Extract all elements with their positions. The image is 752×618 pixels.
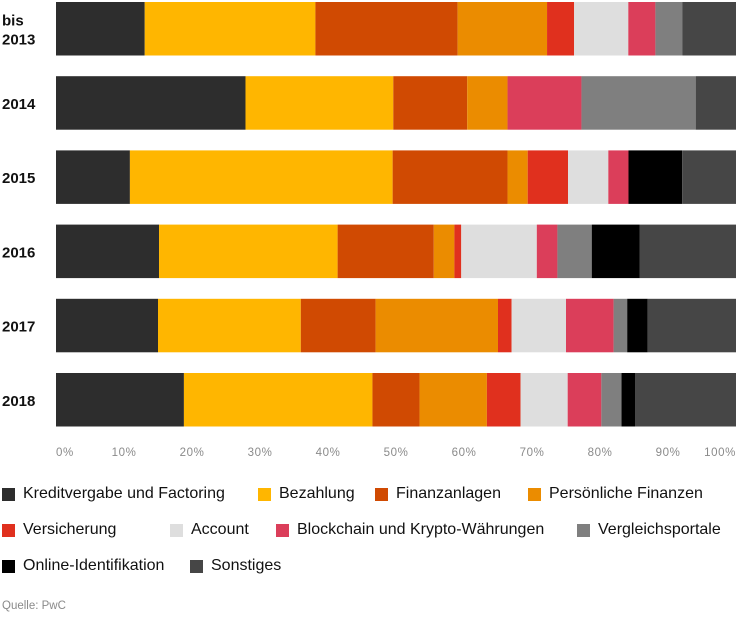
bar-segment <box>507 150 528 204</box>
bar-segment <box>375 298 498 353</box>
bar-segment <box>639 224 736 279</box>
bar-segment <box>144 2 316 56</box>
x-tick-label: 0% <box>56 447 74 459</box>
bar-segment <box>419 373 487 427</box>
bars-group <box>56 2 736 427</box>
bar-segment <box>300 298 376 353</box>
bar-segment <box>461 224 537 279</box>
bar-segment <box>56 224 160 279</box>
bar-segment <box>635 373 736 427</box>
category-labels: bis 2013 2014 2015 2016 2017 2018 <box>2 12 36 410</box>
bar-segment <box>601 373 622 427</box>
category-label: bis 2013 <box>2 12 35 48</box>
bar-segment <box>457 2 548 56</box>
bar-segment <box>183 373 373 427</box>
bar-segment <box>486 373 521 427</box>
bar-segment <box>56 373 184 427</box>
bar-segment <box>159 224 338 279</box>
bar-segment <box>393 76 468 130</box>
bar-segment <box>129 150 393 204</box>
bar-segment <box>498 298 512 353</box>
x-tick-label: 50% <box>384 447 409 459</box>
x-axis-ticks: 0% 10% 20% 30% 40% 50% 60% 70% 80% 90% 100% <box>56 447 736 459</box>
bar-segment <box>245 76 394 130</box>
bar-segment <box>628 150 683 204</box>
bar-segment <box>56 298 158 353</box>
bar-segment <box>682 2 736 56</box>
bar-segment <box>627 298 648 353</box>
bar-segment <box>655 2 683 56</box>
bar-segment <box>56 2 145 56</box>
bar-segment <box>454 224 462 279</box>
x-tick-label: 60% <box>452 447 477 459</box>
bar-segment <box>547 2 575 56</box>
category-label: 2016 <box>2 244 35 261</box>
bar-segment <box>507 76 582 130</box>
bar-segment <box>372 373 420 427</box>
bar-segment <box>511 298 566 353</box>
bar-segment <box>315 2 458 56</box>
bar-segment <box>566 298 614 353</box>
category-label: 2014 <box>2 96 36 113</box>
bar-segment <box>433 224 455 279</box>
bar-segment <box>695 76 736 130</box>
bar-segment <box>647 298 736 353</box>
source-note: Quelle: PwC <box>2 600 66 612</box>
x-tick-label: 20% <box>180 447 205 459</box>
bar-segment <box>591 224 640 279</box>
bar-segment <box>467 76 508 130</box>
bar-segment <box>568 150 609 204</box>
bar-segment <box>567 373 602 427</box>
bar-segment <box>527 150 569 204</box>
bar-segment <box>56 150 130 204</box>
x-tick-label: 70% <box>520 447 545 459</box>
bar-segment <box>56 76 246 130</box>
bar-segment <box>682 150 736 204</box>
category-label: 2015 <box>2 170 35 187</box>
x-tick-label: 10% <box>112 447 137 459</box>
bar-segment <box>608 150 629 204</box>
category-label: 2017 <box>2 319 35 336</box>
bar-segment <box>613 298 628 353</box>
bar-segment <box>337 224 434 279</box>
x-tick-label: 30% <box>248 447 273 459</box>
bar-segment <box>520 373 568 427</box>
bar-segment <box>557 224 592 279</box>
x-tick-label: 100% <box>704 447 736 459</box>
x-tick-label: 90% <box>656 447 681 459</box>
category-label: 2018 <box>2 393 35 410</box>
bar-segment <box>574 2 629 56</box>
bar-segment <box>158 298 301 353</box>
bar-segment <box>536 224 558 279</box>
x-tick-label: 80% <box>588 447 613 459</box>
bar-segment <box>628 2 656 56</box>
bar-segment <box>621 373 636 427</box>
bar-segment <box>392 150 508 204</box>
bar-segment <box>581 76 696 130</box>
x-tick-label: 40% <box>316 447 341 459</box>
